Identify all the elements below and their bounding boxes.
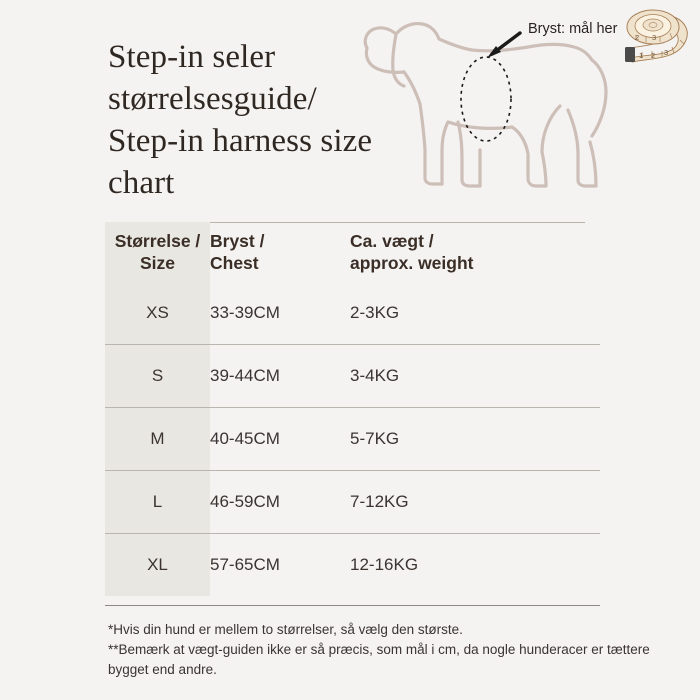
table-row: L 46-59CM 7-12KG xyxy=(105,470,600,534)
cell-chest: 40-45CM xyxy=(210,407,350,471)
table-header-row: Størrelse / Size Bryst / Chest Ca. vægt … xyxy=(105,222,600,282)
column-header-weight: Ca. vægt / approx. weight xyxy=(350,231,474,273)
svg-text:2: 2 xyxy=(651,51,655,60)
page-title: Step-in seler størrelsesguide/ Step-in h… xyxy=(108,39,373,201)
dog-silhouette-icon xyxy=(363,21,608,188)
size-table-container: Størrelse / Size Bryst / Chest Ca. vægt … xyxy=(0,222,700,596)
cell-size: XS xyxy=(105,282,210,345)
tape-measure-icon: 1 2 3 2 3 xyxy=(625,9,688,63)
cell-weight: 5-7KG xyxy=(350,407,600,471)
cell-size: S xyxy=(105,344,210,408)
table-row: S 39-44CM 3-4KG xyxy=(105,344,600,408)
column-header-chest: Bryst / Chest xyxy=(210,231,265,273)
chest-measure-ellipse-icon xyxy=(460,56,512,142)
svg-text:3: 3 xyxy=(664,48,668,57)
table-row: XS 33-39CM 2-3KG xyxy=(105,282,600,345)
footnote-single-asterisk: *Hvis din hund er mellem to størrelser, … xyxy=(108,622,463,637)
size-table: Størrelse / Size Bryst / Chest Ca. vægt … xyxy=(105,222,600,596)
table-header: Størrelse / Size Bryst / Chest Ca. vægt … xyxy=(105,222,600,282)
cell-chest: 33-39CM xyxy=(210,303,280,322)
svg-text:3: 3 xyxy=(652,33,656,42)
dog-measurement-illustration: Bryst: mål her xyxy=(330,0,700,220)
table-body: XS 33-39CM 2-3KG S 39-44CM 3-4KG M 40-45… xyxy=(105,282,600,596)
column-header-size: Størrelse / Size xyxy=(105,222,210,282)
table-top-rule xyxy=(105,222,585,223)
cell-chest: 39-44CM xyxy=(210,344,350,408)
table-row: M 40-45CM 5-7KG xyxy=(105,407,600,471)
cell-weight: 3-4KG xyxy=(350,344,600,408)
cell-weight: 12-16KG xyxy=(350,533,600,596)
measure-annotation-label: Bryst: mål her xyxy=(528,21,618,37)
cell-chest: 46-59CM xyxy=(210,470,350,534)
cell-size: M xyxy=(105,407,210,471)
cell-chest: 57-65CM xyxy=(210,533,350,596)
footnotes: *Hvis din hund er mellem to størrelser, … xyxy=(108,620,668,680)
footnote-double-asterisk: **Bemærk at vægt-guiden ikke er så præci… xyxy=(108,642,650,677)
cell-weight: 2-3KG xyxy=(350,303,400,322)
cell-weight: 7-12KG xyxy=(350,470,600,534)
svg-text:2: 2 xyxy=(635,33,639,42)
table-bottom-rule xyxy=(105,605,600,606)
table-row: XL 57-65CM 12-16KG xyxy=(105,533,600,596)
cell-size: L xyxy=(105,470,210,534)
svg-text:1: 1 xyxy=(639,51,643,60)
cell-size: XL xyxy=(105,533,210,596)
arrow-pointer-icon xyxy=(487,31,522,58)
